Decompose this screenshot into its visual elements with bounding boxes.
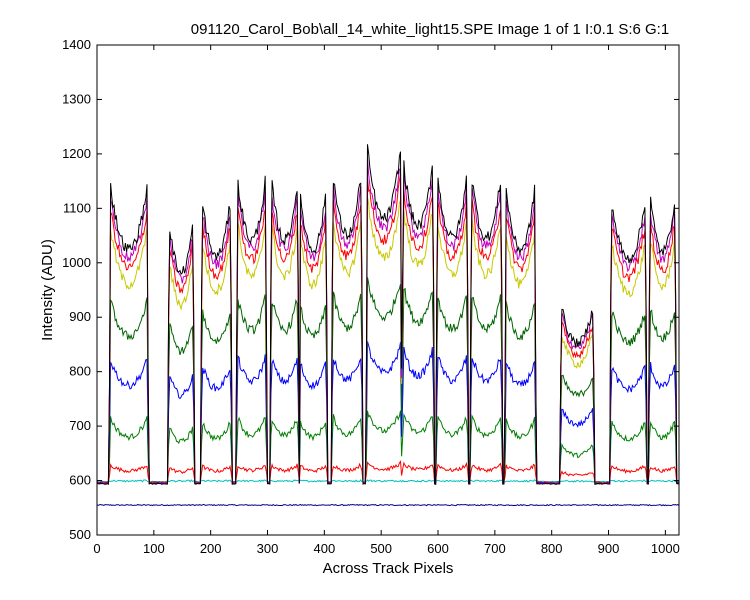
x-tick-label: 900 — [598, 541, 620, 556]
y-tick-label: 600 — [69, 473, 91, 488]
y-tick-label: 1000 — [62, 255, 91, 270]
x-tick-label: 600 — [427, 541, 449, 556]
x-tick-label: 300 — [257, 541, 279, 556]
y-tick-label: 700 — [69, 418, 91, 433]
series-line-0 — [96, 503, 680, 507]
series-line-2 — [96, 460, 680, 484]
x-axis: 0 100 200 300 400 500 600 700 800 900 1000 — [93, 45, 680, 556]
y-tick-label: 1100 — [63, 200, 91, 215]
x-axis-label: Across Track Pixels — [323, 560, 454, 577]
x-tick-label: 200 — [200, 541, 222, 556]
x-tick-label: 400 — [313, 541, 335, 556]
y-tick-label: 800 — [69, 364, 91, 379]
x-tick-label: 1000 — [651, 541, 680, 556]
x-tick-label: 500 — [370, 541, 392, 556]
y-tick-label: 900 — [69, 309, 91, 324]
series-line-9 — [97, 144, 680, 486]
x-tick-label: 100 — [143, 541, 165, 556]
y-tick-label: 1400 — [62, 37, 91, 52]
x-tick-label: 800 — [541, 541, 563, 556]
x-tick-label: 0 — [93, 541, 100, 556]
y-axis: 500 600 700 800 900 1000 1100 1200 1300 1400 — [62, 37, 679, 542]
chart-title: 091120_Carol_Bob\all_14_white_light15.SP… — [191, 21, 669, 38]
plot-background — [97, 45, 679, 535]
axes-box — [96, 44, 680, 536]
y-tick-label: 500 — [69, 527, 91, 542]
y-tick-label: 1200 — [62, 146, 91, 161]
x-tick-label: 700 — [484, 541, 506, 556]
series-group — [96, 144, 680, 507]
plot-area — [96, 44, 680, 536]
y-tick-label: 1300 — [62, 91, 91, 106]
series-line-1 — [96, 479, 680, 483]
y-axis-label: Intensity (ADU) — [39, 239, 56, 341]
